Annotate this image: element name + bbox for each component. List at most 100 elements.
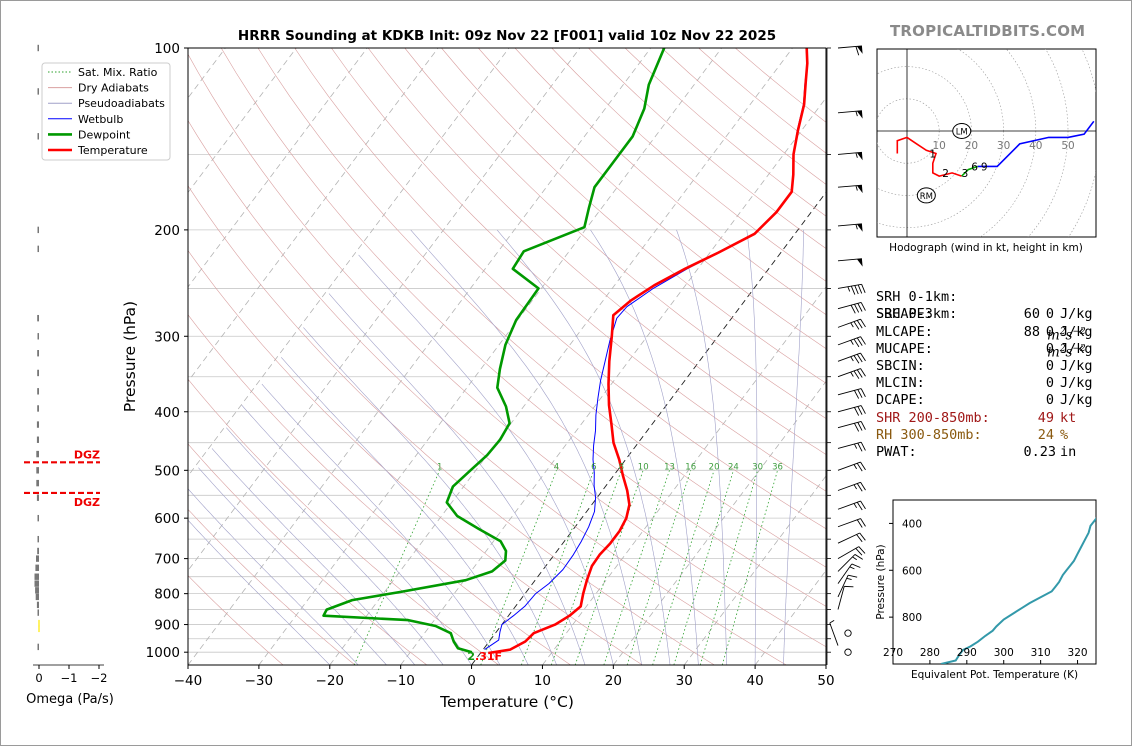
- barb-flag: [857, 259, 863, 267]
- dry-adiabat: [221, 48, 930, 665]
- storm-motion-label: LM: [956, 128, 968, 138]
- barb-shaft: [838, 421, 861, 427]
- param-label: SBCAPE:: [876, 306, 933, 323]
- wind-barb: [838, 462, 866, 471]
- barb-full: [854, 322, 859, 330]
- legend-label: Temperature: [77, 144, 148, 157]
- omega-bar: [38, 626, 40, 632]
- dewpoint-profile: [324, 48, 665, 652]
- surface-temp-label: 2.31F: [467, 650, 502, 663]
- x-axis-label: Temperature (°C): [439, 693, 574, 711]
- omega-bar: [38, 227, 40, 233]
- theta-x-axis-label: Equivalent Pot. Temperature (K): [911, 669, 1078, 681]
- barb-full: [858, 390, 862, 398]
- omega-bar: [36, 451, 39, 457]
- legend-label: Dry Adiabats: [78, 82, 149, 95]
- x-tick-label: 40: [747, 673, 764, 689]
- y-tick-label: 600: [154, 511, 180, 527]
- theta-y-tick-label: 600: [902, 565, 922, 577]
- omega-bar: [38, 88, 40, 94]
- legend-label: Sat. Mix. Ratio: [78, 66, 158, 79]
- omega-tick-label: −1: [61, 671, 78, 685]
- mixing-ratio-label: 8: [619, 462, 624, 472]
- wetbulb-profile: [485, 48, 808, 650]
- omega-bar: [38, 246, 40, 252]
- barb-half: [851, 372, 854, 376]
- wind-barb: [838, 564, 860, 584]
- barb-half: [851, 357, 854, 361]
- wind-barb: [838, 319, 866, 329]
- theta-y-axis-label: Pressure (hPa): [875, 544, 887, 619]
- x-tick-label: 50: [817, 673, 834, 689]
- omega-bar: [35, 587, 39, 593]
- param-label: MLCAPE:: [876, 324, 933, 341]
- omega-bar: [37, 370, 39, 376]
- barb-full: [851, 286, 855, 295]
- param-value: 24: [1002, 427, 1054, 444]
- dry-adiabat: [111, 48, 714, 665]
- param-value: 0: [1002, 341, 1054, 358]
- param-unit: J/kg: [1060, 341, 1093, 358]
- isotherm-line: [472, 48, 935, 665]
- barb-full: [861, 442, 865, 450]
- omega-bar: [37, 405, 39, 411]
- param-label: PWAT:: [876, 444, 917, 461]
- param-unit: J/kg: [1060, 358, 1093, 375]
- barb-full: [861, 482, 866, 490]
- mixing-ratio-label: 4: [554, 462, 559, 472]
- x-tick-label: 10: [534, 673, 551, 689]
- omega-bar: [37, 388, 39, 394]
- wind-barb: [838, 152, 863, 160]
- barb-half: [848, 287, 850, 292]
- site-brand: TROPICALTIDBITS.COM: [890, 22, 1085, 40]
- barb-full: [861, 462, 866, 470]
- omega-bar: [36, 594, 39, 600]
- wind-barb: [838, 501, 866, 510]
- y-tick-label: 100: [154, 41, 180, 57]
- omega-bar: [38, 133, 40, 139]
- legend-label: Wetbulb: [78, 113, 123, 126]
- legend-label: Dewpoint: [78, 128, 131, 141]
- pseudoadiabat: [303, 327, 556, 665]
- hodograph-height-label: 6: [971, 161, 978, 173]
- param-value: 0: [1002, 306, 1054, 323]
- wind-barb: [838, 369, 866, 379]
- barb-shaft: [838, 501, 861, 509]
- barb-full: [858, 422, 862, 430]
- barb-full: [855, 285, 859, 294]
- mixing-ratio-label: 10: [638, 462, 649, 472]
- x-tick-label: −10: [386, 673, 415, 689]
- barb-full: [858, 303, 862, 311]
- omega-bar: [38, 333, 40, 339]
- omega-bar: [38, 620, 40, 626]
- barb-flag: [857, 111, 863, 119]
- hodograph-ring-label: 20: [965, 140, 978, 152]
- theta-x-tick-label: 280: [920, 647, 940, 659]
- temperature-profile: [488, 48, 807, 653]
- omega-bar: [37, 350, 39, 356]
- theta-x-tick-label: 320: [1068, 647, 1088, 659]
- barb-half: [850, 567, 855, 569]
- param-label: MLCIN:: [876, 375, 925, 392]
- param-value: 0.23: [976, 444, 1056, 461]
- barb-shaft: [830, 623, 838, 646]
- barb-full: [848, 575, 857, 577]
- barb-full: [862, 284, 866, 293]
- dry-adiabat: [148, 48, 787, 665]
- mixing-ratio-line: [722, 470, 777, 665]
- y-tick-label: 700: [154, 552, 180, 568]
- barb-flag: [857, 185, 863, 193]
- wind-barb: [838, 46, 863, 55]
- hodograph-ring-label: 50: [1061, 140, 1074, 152]
- barb-half: [830, 620, 834, 623]
- hodograph-height-label: 3: [962, 168, 969, 180]
- theta-x-tick-label: 290: [957, 647, 977, 659]
- barb-full: [857, 520, 862, 528]
- omega-bar: [37, 315, 39, 321]
